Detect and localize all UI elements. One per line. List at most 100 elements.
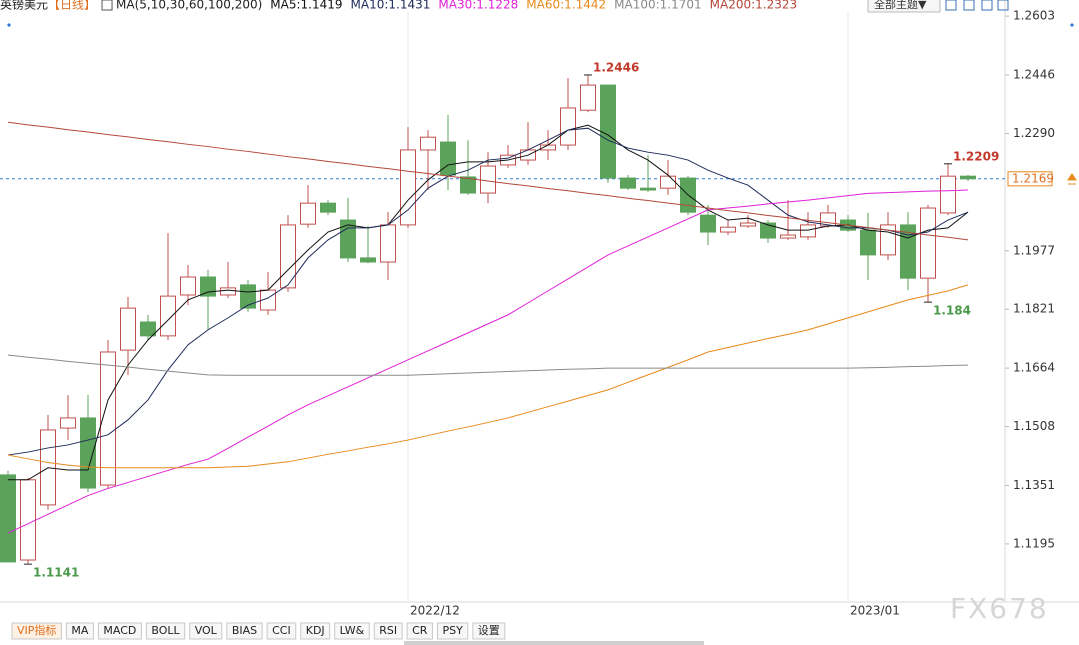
candle-body (160, 295, 176, 337)
candle-body (940, 175, 956, 214)
candle-body (60, 417, 76, 429)
indicator-tab-label[interactable]: KDJ (306, 624, 325, 637)
candle-body (920, 207, 936, 279)
indicator-tab-label[interactable]: VIP指标 (17, 623, 56, 637)
toolbar-icons[interactable] (945, 0, 1009, 11)
current-price-label: 1.2169 (1012, 171, 1054, 185)
indicator-tab-label[interactable]: CCI (272, 624, 291, 637)
ma-line (7, 121, 969, 241)
plot-area (0, 12, 1005, 602)
candle-body (620, 177, 636, 189)
icon[interactable] (945, 0, 957, 11)
candle-body (220, 287, 236, 296)
ma-line (7, 354, 969, 376)
indicator-tab[interactable] (145, 622, 186, 640)
indicator-tab-label[interactable]: VOL (195, 624, 218, 637)
y-tick-label: 1.1977 (1013, 243, 1055, 257)
theme-button[interactable] (867, 0, 941, 13)
legend-entry: MA5:1.1419 (270, 0, 342, 12)
marker-dot (1070, 23, 1074, 27)
candle-body (660, 175, 676, 189)
candle-body (300, 202, 316, 225)
indicator-tab-label[interactable]: MA (71, 624, 88, 637)
candle-body (900, 224, 916, 279)
candle-body (740, 222, 756, 227)
indicator-tab-label[interactable]: LW& (340, 624, 365, 637)
indicator-tab-label[interactable]: PSY (442, 624, 463, 637)
indicator-tab[interactable] (300, 622, 331, 640)
indicator-tab[interactable] (436, 622, 469, 640)
indicator-tab[interactable] (406, 622, 433, 640)
extreme-label: 1.184 (933, 304, 971, 318)
indicator-tab[interactable] (65, 622, 94, 640)
extreme-label: 1.2209 (953, 149, 999, 163)
indicator-tab[interactable] (334, 622, 370, 640)
indicator-tab-label[interactable]: 设置 (478, 624, 500, 637)
icon[interactable] (981, 0, 993, 11)
header: 英镑美元 【日线】 MA(5,10,30,60,100,200) MA5:1.1419… (0, 0, 797, 12)
candle-body (240, 284, 256, 309)
y-tick-label: 1.1508 (1013, 419, 1055, 433)
candle-body (140, 321, 156, 337)
candle-body (0, 474, 16, 563)
legend-entry: MA60:1.1442 (526, 0, 606, 12)
legend-entry: MA30:1.1228 (438, 0, 518, 12)
indicator-tab[interactable] (189, 622, 223, 640)
y-tick-label: 1.1821 (1013, 302, 1055, 316)
indicator-tab-label[interactable]: BIAS (232, 624, 257, 637)
ma-line (7, 189, 969, 534)
ma-icon (101, 0, 113, 11)
indicator-tab[interactable] (11, 622, 62, 640)
indicator-tab[interactable] (226, 622, 263, 640)
candle-body (180, 276, 196, 296)
current-price-box (1007, 171, 1053, 187)
candle-body (960, 175, 976, 180)
ma-line (8, 124, 969, 481)
candle-body (560, 107, 576, 146)
ma-params: MA(5,10,30,60,100,200) (116, 0, 262, 12)
candle-body (200, 276, 216, 297)
indicator-tab[interactable] (472, 622, 506, 640)
indicator-tab-label[interactable]: BOLL (151, 624, 180, 637)
indicator-tab[interactable] (97, 622, 142, 640)
theme-button-label[interactable]: 全部主题▼ (874, 0, 927, 11)
indicator-tab[interactable] (373, 622, 403, 640)
price-arrow-icon (1067, 173, 1077, 185)
candle-body (100, 351, 116, 486)
candle-body (800, 224, 816, 238)
candle-body (360, 257, 376, 263)
candle-body (340, 219, 356, 259)
y-tick-label: 1.2446 (1013, 67, 1055, 81)
symbol: 英镑美元 (0, 0, 48, 12)
y-tick-label: 1.1195 (1013, 536, 1055, 550)
extreme-label: 1.2446 (593, 60, 639, 74)
candle-body (280, 224, 296, 289)
indicator-tab[interactable] (266, 622, 297, 640)
candle-body (440, 141, 456, 176)
indicator-tab-label[interactable]: RSI (379, 624, 397, 637)
candle-body (460, 176, 476, 194)
candle-body (880, 224, 896, 256)
marker-dot (7, 23, 11, 27)
candle-body (580, 84, 596, 111)
candle-body (780, 234, 796, 239)
indicator-tab-label[interactable]: MACD (103, 624, 136, 637)
indicator-tab-label[interactable]: CR (412, 624, 428, 637)
y-tick-label: 1.2290 (1013, 126, 1055, 140)
candle-body (860, 229, 876, 256)
candle-body (480, 165, 496, 194)
extreme-label: 1.1141 (33, 566, 79, 580)
icon[interactable] (963, 0, 975, 11)
candle-body (600, 84, 616, 179)
x-tick-label: 2023/01 (850, 604, 900, 618)
icon[interactable] (997, 0, 1009, 11)
scrollbar[interactable] (404, 641, 704, 645)
candle-body (700, 214, 716, 233)
watermark: FX678 (950, 592, 1049, 625)
candle-body (760, 222, 776, 239)
legend-entry: MA100:1.1701 (614, 0, 702, 12)
period: 【日线】 (48, 0, 96, 12)
candle-body (120, 307, 136, 351)
